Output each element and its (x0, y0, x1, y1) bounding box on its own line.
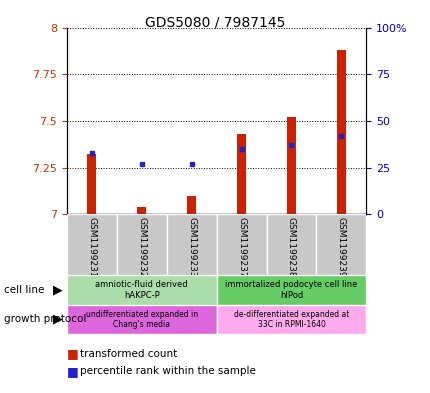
Bar (336, 50, 345, 214)
Bar (316, 214, 366, 275)
Text: percentile rank within the sample: percentile rank within the sample (80, 366, 255, 376)
Text: undifferentiated expanded in
Chang's media: undifferentiated expanded in Chang's med… (86, 310, 197, 329)
Bar (216, 214, 266, 275)
Text: ■: ■ (67, 365, 78, 378)
Text: GSM1199233: GSM1199233 (187, 217, 196, 278)
Bar (67, 305, 216, 334)
Text: GSM1199238: GSM1199238 (286, 217, 295, 278)
Text: transformed count: transformed count (80, 349, 177, 359)
Bar (187, 195, 196, 214)
Bar (266, 214, 316, 275)
Text: growth protocol: growth protocol (4, 314, 86, 324)
Text: immortalized podocyte cell line
hIPod: immortalized podocyte cell line hIPod (225, 280, 357, 299)
Bar (67, 275, 216, 305)
Bar (137, 207, 146, 214)
Text: ▶: ▶ (53, 313, 63, 326)
Text: de-differentiated expanded at
33C in RPMI-1640: de-differentiated expanded at 33C in RPM… (233, 310, 348, 329)
Bar (216, 275, 366, 305)
Bar (67, 214, 117, 275)
Bar (216, 305, 366, 334)
Text: ▶: ▶ (53, 283, 63, 296)
Bar (87, 154, 96, 214)
Text: GSM1199232: GSM1199232 (137, 217, 146, 278)
Bar (286, 117, 295, 214)
Text: GSM1199239: GSM1199239 (336, 217, 345, 278)
Bar (117, 214, 166, 275)
Text: GSM1199231: GSM1199231 (87, 217, 96, 278)
Text: amniotic-fluid derived
hAKPC-P: amniotic-fluid derived hAKPC-P (95, 280, 187, 299)
Text: GSM1199237: GSM1199237 (237, 217, 246, 278)
Text: ■: ■ (67, 347, 78, 360)
Text: cell line: cell line (4, 285, 45, 295)
Bar (237, 134, 246, 214)
Bar (166, 214, 216, 275)
Text: GDS5080 / 7987145: GDS5080 / 7987145 (145, 16, 285, 30)
